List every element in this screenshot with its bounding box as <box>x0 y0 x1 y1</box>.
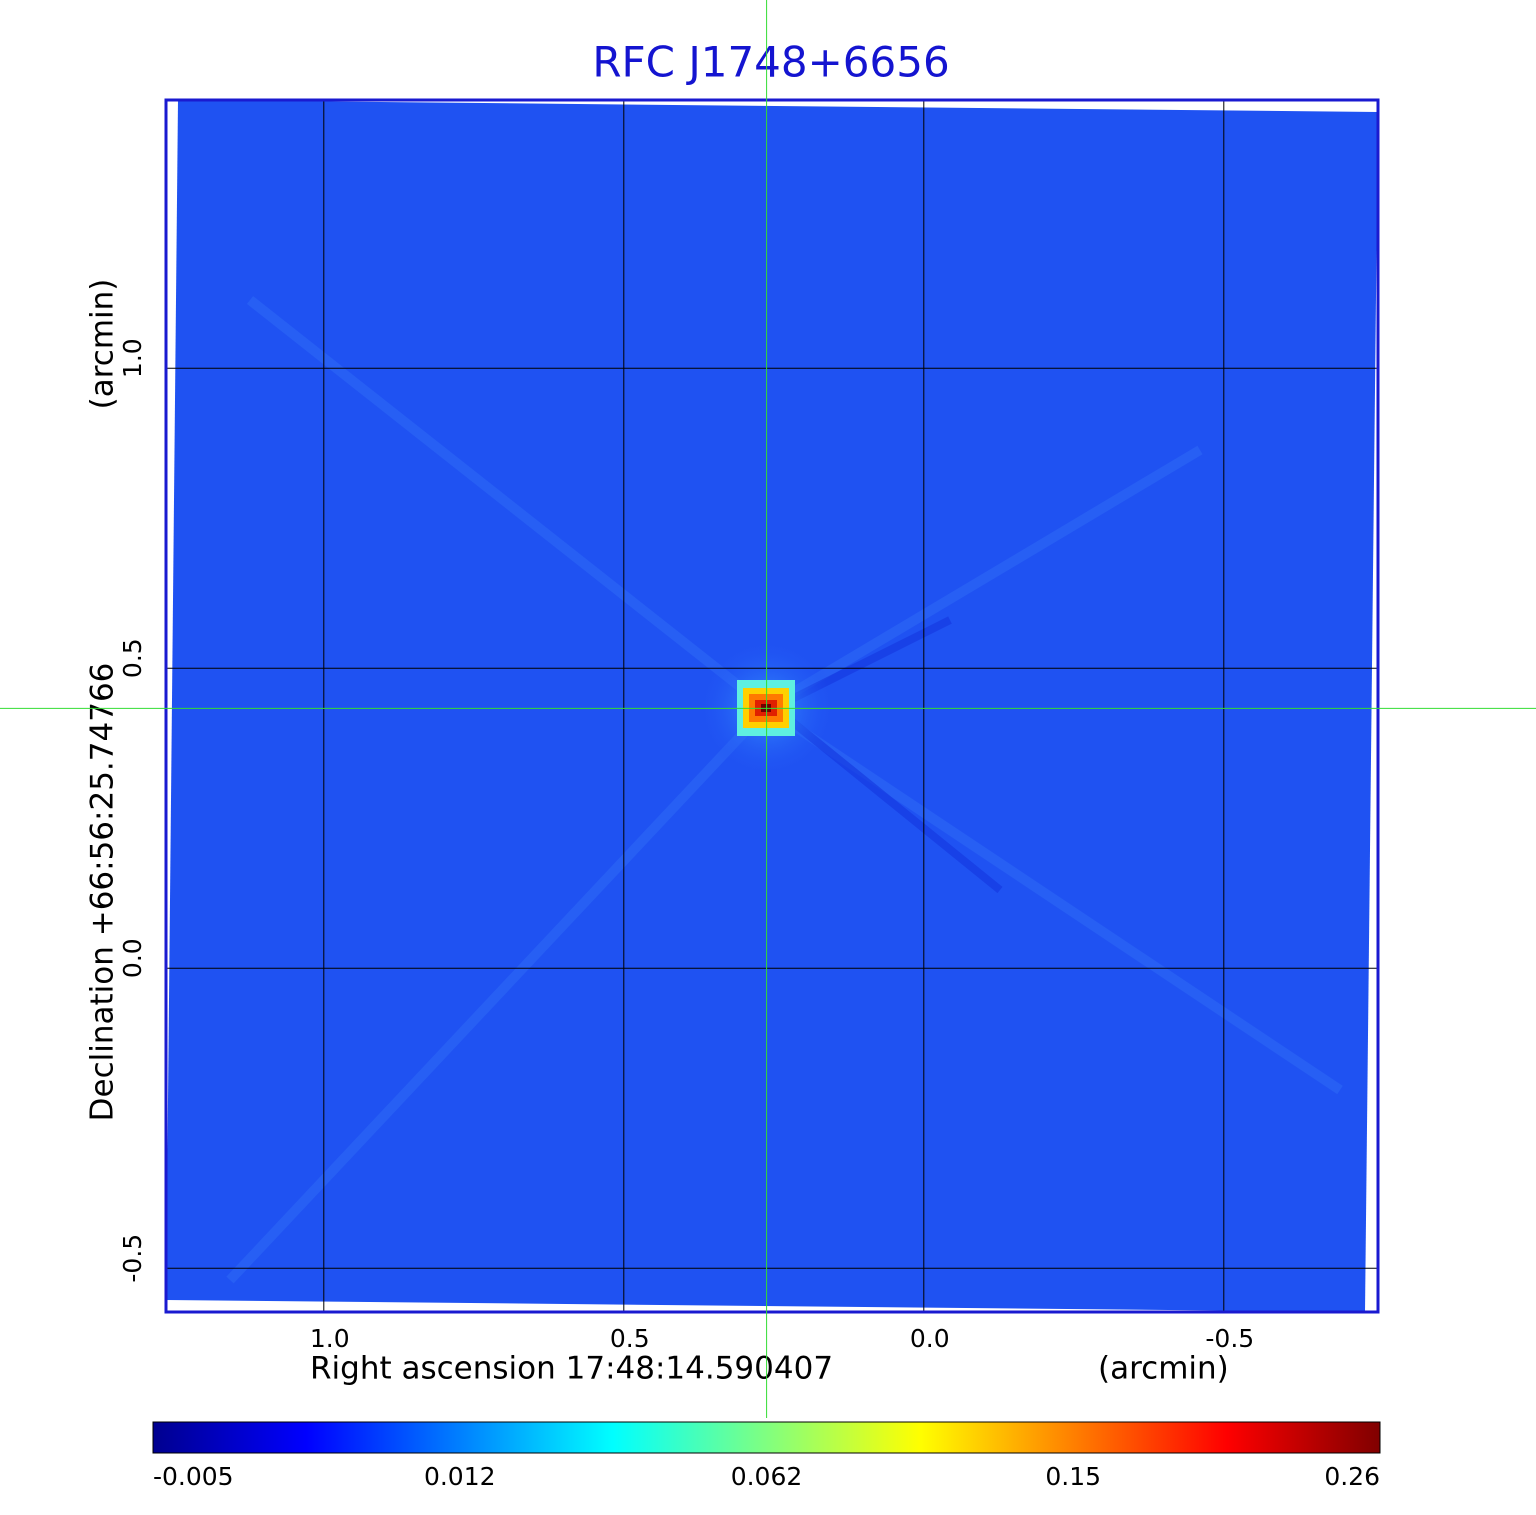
x-tick-label: -0.5 <box>1205 1324 1254 1353</box>
colorbar <box>152 1421 1381 1454</box>
x-tick-label: 0.0 <box>910 1324 950 1353</box>
y-tick-label: 1.0 <box>118 338 147 378</box>
plot-frame <box>164 98 1380 1314</box>
y-axis-unit: (arcmin) <box>85 279 121 410</box>
colorbar-tick-label: 0.26 <box>1324 1462 1380 1491</box>
x-axis-label: Right ascension 17:48:14.590407 <box>310 1351 833 1387</box>
y-axis-label: Declination +66:56:25.74766 <box>85 663 121 1122</box>
colorbar-tick-label: 0.062 <box>731 1462 803 1491</box>
colorbar-tick-label: -0.005 <box>153 1462 234 1491</box>
y-tick-label: 0.5 <box>118 638 147 678</box>
x-tick-label: 0.5 <box>610 1324 650 1353</box>
colorbar-tick-label: 0.012 <box>424 1462 496 1491</box>
x-axis-unit: (arcmin) <box>1098 1351 1229 1387</box>
y-tick-label: 0.0 <box>118 938 147 978</box>
chart-title: RFC J1748+6656 <box>592 38 949 87</box>
x-tick-label: 1.0 <box>310 1324 350 1353</box>
y-tick-label: -0.5 <box>118 1234 147 1283</box>
colorbar-tick-label: 0.15 <box>1045 1462 1101 1491</box>
